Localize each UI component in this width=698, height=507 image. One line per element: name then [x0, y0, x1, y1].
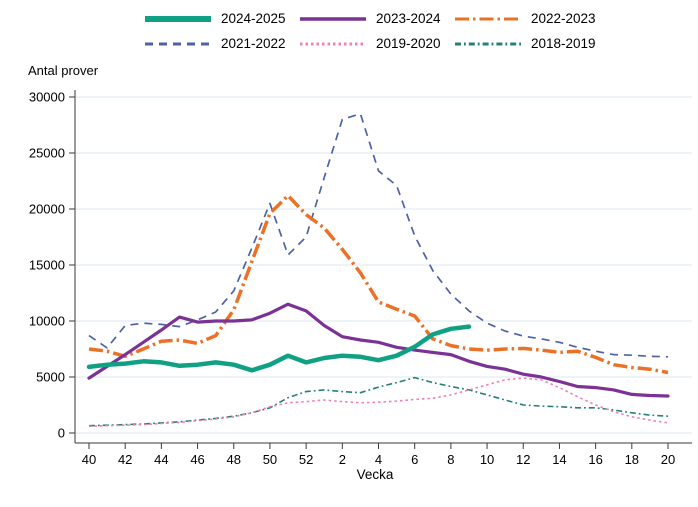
- x-tick-label-42: 42: [118, 452, 132, 467]
- legend-item-2022-2023: 2022-2023: [453, 11, 608, 27]
- y-tick-label-0: 0: [58, 426, 65, 441]
- series-line-2024-2025: [86, 324, 472, 373]
- legend-item-2018-2019: 2018-2019: [453, 36, 608, 52]
- x-tick-label-12: 12: [516, 452, 530, 467]
- legend-label-2024-2025: 2024-2025: [221, 10, 286, 26]
- legend-label-2019-2020: 2019-2020: [376, 35, 441, 51]
- legend-label-2018-2019: 2018-2019: [531, 35, 596, 51]
- y-axis-title: Antal prover: [28, 63, 99, 78]
- legend-swatch-2018-2019: [455, 42, 521, 45]
- legend-item-2024-2025: 2024-2025: [143, 11, 298, 27]
- legend-item-2021-2022: 2021-2022: [143, 36, 298, 52]
- x-tick-label-44: 44: [154, 452, 168, 467]
- legend-swatch-2019-2020: [300, 42, 366, 45]
- x-tick-label-14: 14: [552, 452, 566, 467]
- y-tick-label-25000: 25000: [29, 146, 65, 161]
- legend-label-2022-2023: 2022-2023: [531, 10, 596, 26]
- x-tick-label-6: 6: [411, 452, 418, 467]
- chart-legend: 2024-2025 2023-2024 2022-2023 2021-2022 2019…: [143, 6, 608, 56]
- legend-swatch-2022-2023: [455, 17, 521, 20]
- legend-label-2023-2024: 2023-2024: [376, 10, 441, 26]
- x-tick-label-2: 2: [339, 452, 346, 467]
- x-tick-label-40: 40: [82, 452, 96, 467]
- x-tick-label-50: 50: [263, 452, 277, 467]
- y-tick-label-10000: 10000: [29, 314, 65, 329]
- y-tick-label-15000: 15000: [29, 258, 65, 273]
- x-axis-title: Vecka: [356, 467, 394, 482]
- legend-label-2021-2022: 2021-2022: [221, 35, 286, 51]
- x-tick-label-46: 46: [190, 452, 204, 467]
- x-tick-label-48: 48: [227, 452, 241, 467]
- x-tick-label-10: 10: [480, 452, 494, 467]
- series-line-2018-2019: [88, 376, 669, 427]
- x-tick-label-20: 20: [661, 452, 675, 467]
- legend-swatch-2023-2024: [300, 16, 366, 21]
- x-tick-label-4: 4: [375, 452, 382, 467]
- series-line-2021-2022: [88, 112, 669, 358]
- y-tick-label-30000: 30000: [29, 90, 65, 105]
- x-tick-label-18: 18: [625, 452, 639, 467]
- legend-item-2023-2024: 2023-2024: [298, 11, 453, 27]
- x-tick-label-52: 52: [299, 452, 313, 467]
- series-line-2019-2020: [88, 377, 669, 428]
- legend-item-2019-2020: 2019-2020: [298, 36, 453, 52]
- legend-swatch-2021-2022: [145, 42, 211, 45]
- y-tick-label-5000: 5000: [36, 370, 65, 385]
- x-tick-label-8: 8: [447, 452, 454, 467]
- legend-swatch-2024-2025: [145, 15, 211, 22]
- x-tick-label-16: 16: [588, 452, 602, 467]
- series-line-2022-2023: [88, 193, 669, 375]
- y-tick-label-20000: 20000: [29, 202, 65, 217]
- series-line-2023-2024: [87, 302, 670, 398]
